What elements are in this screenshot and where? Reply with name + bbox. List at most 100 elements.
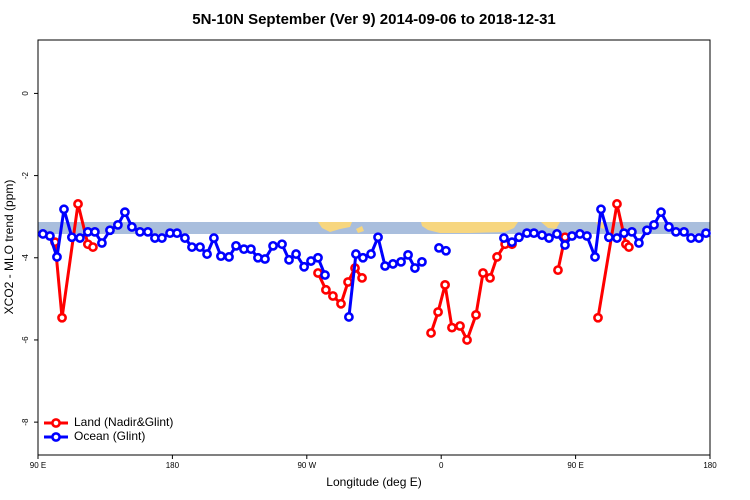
data-point (388, 259, 398, 269)
data-point (492, 252, 502, 262)
y-tick-label: -6 (21, 336, 30, 344)
data-point (268, 240, 278, 251)
y-tick-label: 0 (21, 91, 30, 96)
x-tick-label: 90 E (30, 461, 46, 470)
data-point (351, 249, 361, 259)
legend-text: Land (Nadir&Glint) (74, 415, 173, 429)
data-point (260, 254, 270, 264)
y-tick-label: -8 (21, 418, 30, 426)
data-point (499, 233, 509, 243)
data-point (202, 249, 212, 259)
data-point (642, 225, 652, 236)
data-point (478, 268, 488, 278)
data-point (455, 321, 465, 331)
data-point (120, 207, 130, 218)
data-point (612, 199, 622, 209)
data-point (97, 238, 107, 248)
data-point (45, 231, 55, 241)
data-point (291, 249, 301, 259)
x-tick-label: 180 (703, 461, 717, 470)
y-tick-label: -4 (21, 254, 30, 262)
data-point (544, 233, 554, 243)
data-point (135, 226, 145, 237)
data-point (380, 261, 390, 271)
data-point (582, 231, 592, 241)
x-tick-label: 0 (439, 461, 444, 470)
data-point (590, 252, 600, 262)
data-point (686, 233, 696, 243)
data-point (299, 261, 310, 272)
data-point (507, 237, 517, 248)
data-point (313, 252, 323, 263)
x-tick-label: 90 W (297, 461, 316, 470)
data-point (89, 226, 100, 237)
data-point (59, 204, 69, 215)
data-point (187, 242, 197, 252)
data-point (612, 233, 622, 243)
data-point (328, 291, 338, 301)
legend-marker (51, 418, 61, 428)
data-point (440, 279, 450, 290)
data-point (626, 226, 637, 237)
data-point (373, 232, 383, 243)
data-point (624, 242, 634, 252)
data-point (396, 256, 406, 267)
data-point (52, 252, 62, 262)
data-point (127, 222, 137, 232)
data-point (694, 233, 704, 243)
data-point (471, 309, 481, 320)
data-point (57, 312, 67, 323)
data-point (433, 307, 443, 317)
data-point (343, 277, 353, 287)
data-point (701, 228, 711, 239)
data-point (216, 251, 226, 262)
data-point (560, 240, 570, 250)
data-point (567, 231, 577, 241)
data-point (172, 228, 182, 239)
data-point (357, 273, 367, 283)
data-point (634, 238, 644, 248)
data-point (366, 249, 376, 259)
data-point (180, 233, 190, 243)
data-point (284, 254, 294, 265)
chart-title: 5N-10N September (Ver 9) 2014-09-06 to 2… (192, 11, 556, 28)
data-point (195, 242, 205, 252)
data-point (485, 273, 495, 283)
data-point (75, 233, 85, 243)
data-point (320, 270, 330, 280)
data-point (224, 252, 234, 262)
x-tick-label: 90 E (567, 461, 583, 470)
data-point (553, 265, 563, 275)
legend-marker (51, 432, 61, 442)
data-point (447, 322, 457, 333)
data-point (679, 226, 689, 237)
x-axis-label: Longitude (deg E) (326, 475, 421, 489)
data-point (649, 220, 659, 230)
data-point (143, 226, 153, 237)
data-point (462, 335, 472, 345)
data-point (664, 222, 674, 232)
data-point (277, 239, 287, 250)
data-point (403, 249, 413, 260)
legend-text: Ocean (Glint) (74, 429, 145, 443)
data-point (552, 229, 562, 239)
data-point (209, 233, 219, 243)
data-point (410, 263, 420, 273)
data-point (105, 225, 115, 236)
data-point (73, 199, 83, 209)
data-point (231, 240, 241, 251)
y-axis-label: XCO2 - MLO trend (ppm) (2, 180, 16, 315)
data-point (593, 312, 603, 323)
plot-frame (37, 39, 711, 456)
data-point (88, 242, 98, 252)
data-point (344, 312, 354, 322)
data-point (66, 232, 77, 243)
data-point (358, 252, 368, 263)
y-tick-label: -2 (21, 171, 30, 179)
data-point (671, 226, 681, 237)
data-point (321, 284, 331, 295)
data-point (656, 207, 666, 218)
data-point (529, 228, 539, 239)
data-point (441, 245, 451, 256)
